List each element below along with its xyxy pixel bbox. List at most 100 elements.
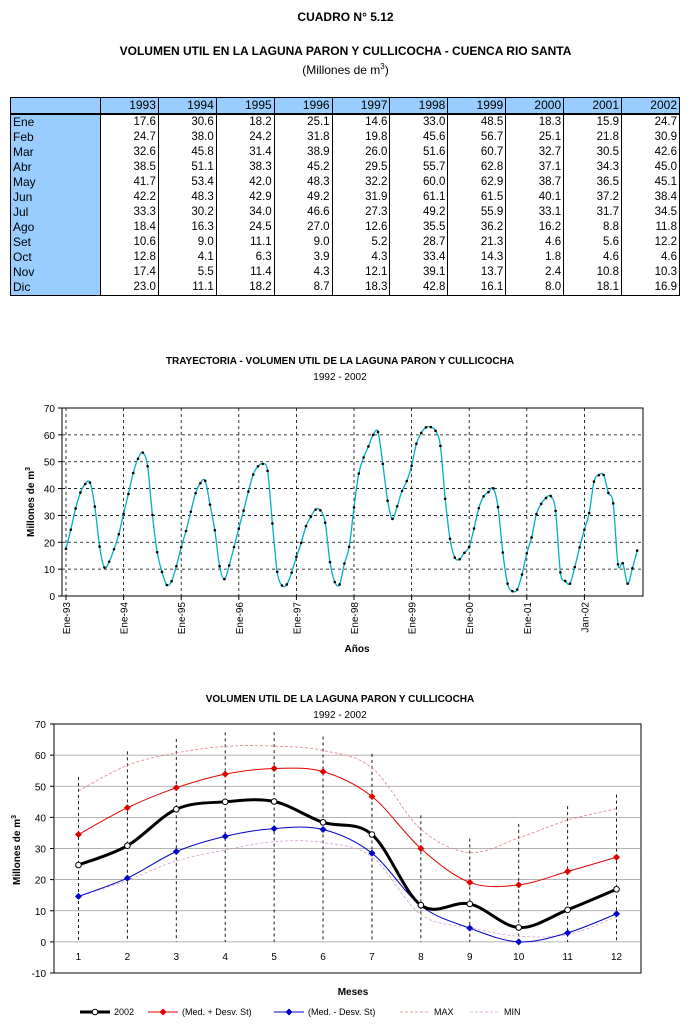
value-cell: 38.3: [215, 160, 275, 175]
legend-label: (Med. - Desv. St): [308, 1007, 375, 1017]
value-cell: 25.1: [273, 114, 333, 130]
data-point: [79, 491, 82, 494]
data-point: [251, 473, 255, 476]
value-cell: 5.6: [563, 235, 623, 250]
data-point: [184, 529, 188, 533]
value-cell: 25.1: [505, 130, 565, 145]
table-row: Jun 42.2 48.3 42.9 49.2 31.9 61.1 61.5 40.1 37.2 3…: [10, 190, 680, 205]
value-cell: 9.0: [273, 235, 333, 250]
y-tick-label: 70: [35, 720, 47, 731]
y-axis-label-sup: 3: [25, 467, 32, 471]
data-point: [520, 573, 524, 576]
data-point: [616, 563, 620, 566]
value-cell: 18.4: [100, 220, 159, 235]
value-cell: 60.7: [447, 145, 507, 160]
x-tick-label: Ene-00: [465, 602, 476, 635]
monthly-chart: VOLUMEN UTIL DE LA LAGUNA PARON Y CULLIC…: [11, 694, 642, 1017]
value-cell: 18.2: [215, 114, 275, 130]
x-tick-label: 3: [174, 952, 180, 963]
data-point: [93, 505, 97, 508]
value-cell: 38.7: [505, 175, 565, 190]
data-point: [549, 494, 553, 498]
value-cell: 8.8: [563, 220, 623, 235]
value-cell: 56.7: [447, 130, 507, 145]
data-point: [203, 479, 207, 483]
data-point: [124, 842, 131, 849]
data-point: [69, 528, 73, 531]
data-point: [506, 582, 509, 585]
data-point: [368, 849, 376, 857]
data-point: [631, 567, 634, 570]
data-point: [146, 464, 149, 468]
series-line: [78, 767, 617, 888]
y-tick-label: 70: [44, 404, 56, 415]
table-row: Ago 18.4 16.3 24.5 27.0 12.6 35.5 36.2 16.2 8.8 11…: [10, 220, 680, 235]
value-cell: 4.6: [621, 250, 680, 265]
table-row: Nov 17.4 5.5 11.4 4.3 12.1 39.1 13.7 2.4 10.8 10.3: [10, 265, 680, 280]
data-point: [443, 497, 447, 501]
value-cell: 11.1: [215, 235, 275, 250]
data-point: [122, 512, 125, 516]
data-point: [515, 924, 523, 931]
data-point: [290, 571, 293, 574]
value-cell: 18.3: [505, 114, 565, 130]
data-point: [347, 545, 351, 549]
value-cell: 34.5: [621, 205, 680, 220]
value-cell: 4.3: [273, 265, 333, 280]
data-point: [463, 551, 466, 555]
x-axis-label: Meses: [338, 987, 369, 998]
data-point: [136, 457, 140, 461]
data-point: [458, 557, 461, 561]
data-point: [199, 481, 202, 485]
x-tick-label: 10: [513, 952, 525, 963]
data-point: [607, 491, 610, 495]
data-point: [491, 487, 495, 490]
data-point: [578, 546, 581, 549]
value-cell: 18.3: [331, 280, 391, 296]
y-tick-label: 30: [35, 845, 47, 856]
value-cell: 19.8: [331, 130, 391, 145]
data-point: [338, 583, 341, 586]
year-header: 2002: [621, 97, 680, 115]
month-cell: Dic: [10, 280, 101, 296]
value-cell: 51.1: [157, 160, 217, 175]
data-point: [611, 502, 615, 505]
table-row: Ene 17.6 30.6 18.2 25.1 14.6 33.0 48.5 18.3 15.9 2…: [10, 114, 680, 130]
value-cell: 34.3: [563, 160, 623, 175]
chart-subtitle: 1992 - 2002: [313, 710, 367, 721]
data-point: [314, 508, 317, 511]
value-cell: 45.1: [621, 175, 680, 190]
data-point: [376, 430, 380, 434]
value-cell: 10.6: [100, 235, 159, 250]
value-cell: 5.5: [157, 265, 217, 280]
data-point: [189, 510, 193, 513]
data-point: [564, 906, 571, 914]
value-cell: 55.9: [447, 205, 507, 220]
value-cell: 62.8: [447, 160, 507, 175]
data-point: [304, 524, 308, 528]
y-tick-label: 60: [35, 751, 47, 762]
data-point: [386, 499, 389, 502]
data-point: [544, 496, 548, 500]
data-point: [515, 588, 519, 591]
value-cell: 32.2: [331, 175, 391, 190]
data-point: [223, 577, 226, 581]
data-point: [530, 536, 533, 539]
data-point: [613, 885, 620, 893]
units-suffix: ): [384, 63, 389, 77]
legend-marker: [159, 1008, 167, 1016]
value-cell: 24.7: [100, 130, 159, 145]
value-cell: 18.2: [215, 280, 275, 296]
data-point: [501, 551, 505, 554]
value-cell: 33.1: [505, 205, 565, 220]
data-point: [83, 482, 87, 486]
data-point: [227, 564, 231, 567]
value-cell: 62.9: [447, 175, 507, 190]
value-cell: 21.8: [563, 130, 623, 145]
x-tick-label: Ene-98: [350, 602, 361, 635]
value-cell: 13.7: [447, 265, 507, 280]
value-cell: 6.3: [215, 250, 275, 265]
data-point: [417, 845, 425, 852]
data-point: [368, 793, 376, 801]
data-point: [405, 479, 409, 483]
